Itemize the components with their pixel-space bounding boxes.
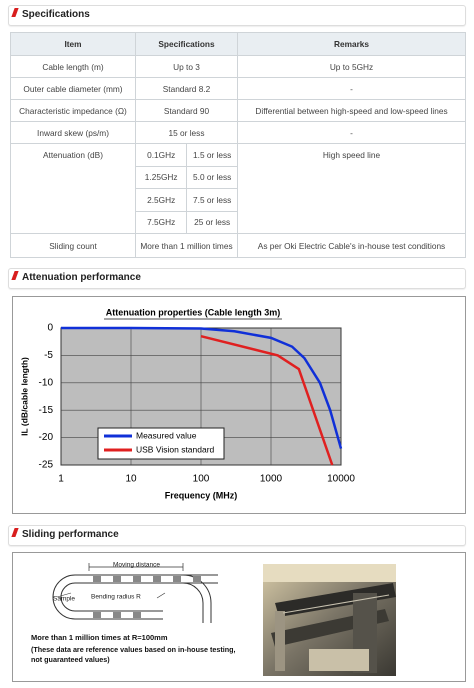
table-cell: -: [237, 77, 466, 100]
sliding-figure: Moving distance Sample Bending radius R …: [31, 562, 396, 676]
table-cell: Differential between high-speed and low-…: [237, 99, 466, 122]
photo: [263, 564, 396, 676]
diagram-label: Bending radius R: [91, 594, 141, 601]
table-row: Cable length (m) Up to 3 Up to 5GHz: [10, 55, 466, 78]
x-tick-label: 1: [58, 474, 64, 485]
table-cell: Cable length (m): [10, 55, 136, 78]
header-row: Item Specifications Remarks: [10, 32, 466, 56]
header-cell: Specifications: [135, 32, 238, 56]
section-title: Specifications: [22, 9, 90, 20]
table-cell: Outer cable diameter (mm): [10, 77, 136, 100]
diagram-label: Moving distance: [113, 562, 160, 569]
table-row: 1.25GHz 5.0 or less: [11, 165, 466, 189]
table-cell: 25 or less: [186, 210, 238, 234]
note: (These data are reference values based o…: [31, 645, 236, 654]
y-tick-label: -15: [39, 405, 54, 416]
y-axis-label: IL (dB/cable length): [19, 357, 29, 436]
table-row: Inward skew (ps/m) 15 or less -: [10, 121, 466, 144]
table-cell: 1.25GHz: [134, 165, 188, 189]
table-cell: 2.5GHz: [134, 188, 188, 212]
table-cell: 7.5 or less: [186, 188, 238, 212]
y-tick-label: -25: [39, 460, 54, 471]
chain-links: [93, 576, 201, 618]
y-tick-label: -20: [39, 432, 54, 443]
chart-panel: Attenuation properties (Cable length 3m)…: [12, 296, 466, 514]
legend-label: Measured value: [136, 430, 197, 440]
chart: Attenuation properties (Cable length 3m)…: [19, 307, 355, 500]
section-header: Sliding performance: [8, 525, 466, 546]
table-cell: 0.1GHz: [134, 143, 188, 167]
table-row: Characteristic impedance (Ω) Standard 90 D…: [10, 99, 466, 122]
x-axis-label: Frequency (MHz): [165, 490, 238, 500]
section-header: Attenuation performance: [8, 268, 466, 289]
header-cell: Item: [10, 32, 136, 56]
x-tick-label: 100: [193, 474, 210, 485]
legend-box: [97, 427, 225, 460]
diagram-label: Sample: [53, 596, 75, 603]
table-row: Outer cable diameter (mm) Standard 8.2-: [10, 77, 466, 100]
table-row: 2.5GHz 7.5 or less: [11, 188, 466, 212]
table-cell: Up to 5GHz: [237, 55, 466, 78]
table-cell: 7.5GHz: [134, 210, 188, 234]
table-cell: 1.5 or less: [186, 143, 238, 167]
series-line: [200, 335, 334, 466]
table-cell: High speed line: [237, 143, 466, 234]
chart-title: Attenuation properties (Cable length 3m): [106, 307, 281, 317]
table-cell: -: [237, 121, 466, 144]
x-tick-label: 1000: [260, 474, 283, 485]
table-cell: 5.0 or less: [186, 165, 238, 189]
section-header: Specifications: [8, 5, 466, 26]
series-line: [61, 326, 343, 449]
note: not guaranteed values): [31, 655, 110, 664]
table-row: Attenuation (dB) 0.1GHz 1.5 or less High sp…: [10, 143, 466, 234]
table-cell: Standard 90: [135, 99, 238, 122]
table-cell: More than 1 million times: [135, 233, 238, 258]
spec-table: Item Specifications Remarks Cable length (m…: [10, 32, 466, 258]
table-cell: Sliding count: [10, 233, 136, 258]
table-cell: As per Oki Electric Cable's in-house tes…: [237, 233, 466, 258]
table-cell: Inward skew (ps/m): [10, 121, 136, 144]
sliding-panel: Moving distance Sample Bending radius R …: [12, 552, 466, 682]
table-cell: Standard 8.2: [135, 77, 238, 100]
legend-label: USB Vision standard: [136, 444, 215, 454]
y-tick-label: 0: [47, 323, 53, 334]
x-tick-label: 10000: [327, 474, 355, 485]
section-title: Sliding performance: [22, 529, 119, 540]
table-cell: 15 or less: [135, 121, 238, 144]
x-tick-label: 10: [125, 474, 137, 485]
table-cell: Attenuation (dB): [10, 143, 136, 234]
table-cell: Characteristic impedance (Ω): [10, 99, 136, 122]
legend: Measured value USB Vision standard: [97, 427, 225, 460]
header-cell: Remarks: [237, 32, 466, 56]
section-title: Attenuation performance: [22, 272, 141, 283]
caption: More than 1 million times at R=100mm: [31, 633, 168, 642]
table-row: Sliding count More than 1 million times As…: [10, 233, 466, 258]
y-tick-label: -10: [39, 377, 54, 388]
chain-diagram: [52, 563, 218, 623]
table-cell: Up to 3: [135, 55, 238, 78]
y-tick-label: -5: [44, 350, 53, 361]
